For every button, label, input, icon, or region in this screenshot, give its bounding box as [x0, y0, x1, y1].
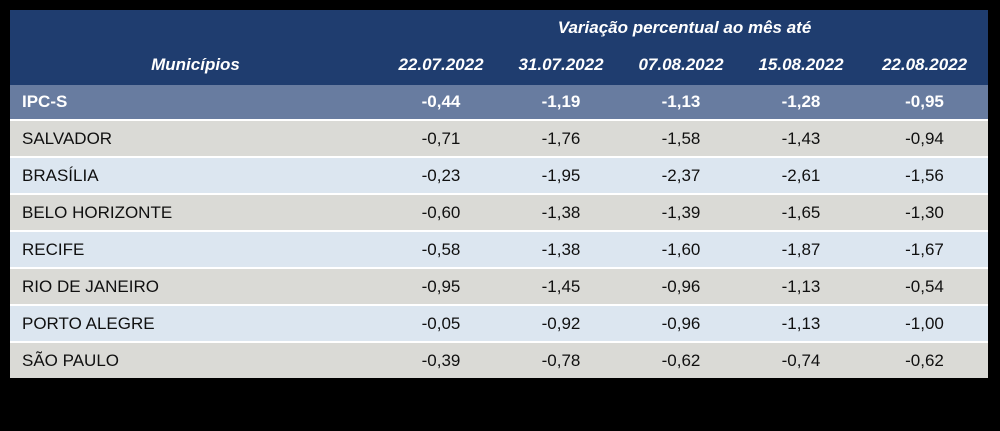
table-row-recife: RECIFE -0,58 -1,38 -1,60 -1,87 -1,67 [10, 230, 989, 268]
col-header-date-5: 22.08.2022 [861, 45, 989, 85]
value-cell: -0,71 [381, 119, 501, 157]
value-cell: -1,39 [621, 193, 741, 231]
value-cell: -2,37 [621, 156, 741, 194]
summary-row-ipcs: IPC-S -0,44 -1,19 -1,13 -1,28 -0,95 [10, 85, 989, 120]
value-cell: -0,23 [381, 156, 501, 194]
value-cell: -1,60 [621, 230, 741, 268]
value-cell: -1,19 [501, 85, 621, 120]
col-header-date-4: 15.08.2022 [741, 45, 861, 85]
value-cell: -0,05 [381, 304, 501, 342]
value-cell: -1,87 [741, 230, 861, 268]
value-cell: -1,28 [741, 85, 861, 120]
row-label: BELO HORIZONTE [10, 193, 381, 231]
table-row-porto-alegre: PORTO ALEGRE -0,05 -0,92 -0,96 -1,13 -1,… [10, 304, 989, 342]
col-header-date-3: 07.08.2022 [621, 45, 741, 85]
row-label: IPC-S [10, 85, 381, 120]
ipc-s-table: Variação percentual ao mês até Município… [10, 10, 989, 378]
row-label: SALVADOR [10, 119, 381, 157]
table-header-columns-row: Municípios 22.07.2022 31.07.2022 07.08.2… [10, 45, 989, 85]
value-cell: -0,96 [621, 267, 741, 305]
value-cell: -0,95 [861, 85, 989, 120]
value-cell: -0,58 [381, 230, 501, 268]
table-row-sao-paulo: SÃO PAULO -0,39 -0,78 -0,62 -0,74 -0,62 [10, 341, 989, 378]
value-cell: -1,76 [501, 119, 621, 157]
value-cell: -1,38 [501, 230, 621, 268]
value-cell: -1,45 [501, 267, 621, 305]
value-cell: -0,94 [861, 119, 989, 157]
col-header-date-1: 22.07.2022 [381, 45, 501, 85]
table-header-title-row: Variação percentual ao mês até [10, 10, 989, 45]
value-cell: -0,92 [501, 304, 621, 342]
header-empty-cell [10, 10, 381, 45]
value-cell: -1,95 [501, 156, 621, 194]
value-cell: -0,60 [381, 193, 501, 231]
value-cell: -0,78 [501, 341, 621, 378]
value-cell: -1,13 [741, 267, 861, 305]
value-cell: -0,96 [621, 304, 741, 342]
value-cell: -0,74 [741, 341, 861, 378]
value-cell: -1,00 [861, 304, 989, 342]
value-cell: -0,95 [381, 267, 501, 305]
value-cell: -0,54 [861, 267, 989, 305]
row-label: RECIFE [10, 230, 381, 268]
value-cell: -1,67 [861, 230, 989, 268]
value-cell: -0,62 [861, 341, 989, 378]
table-row-rio-de-janeiro: RIO DE JANEIRO -0,95 -1,45 -0,96 -1,13 -… [10, 267, 989, 305]
table-title: Variação percentual ao mês até [381, 10, 989, 45]
value-cell: -1,13 [621, 85, 741, 120]
table-row-brasilia: BRASÍLIA -0,23 -1,95 -2,37 -2,61 -1,56 [10, 156, 989, 194]
ipc-s-variation-table: Variação percentual ao mês até Município… [10, 10, 989, 378]
value-cell: -1,56 [861, 156, 989, 194]
row-label: SÃO PAULO [10, 341, 381, 378]
row-label: RIO DE JANEIRO [10, 267, 381, 305]
value-cell: -0,39 [381, 341, 501, 378]
row-label: PORTO ALEGRE [10, 304, 381, 342]
table-row-belo-horizonte: BELO HORIZONTE -0,60 -1,38 -1,39 -1,65 -… [10, 193, 989, 231]
value-cell: -1,30 [861, 193, 989, 231]
col-header-municipios: Municípios [10, 45, 381, 85]
value-cell: -0,44 [381, 85, 501, 120]
value-cell: -1,13 [741, 304, 861, 342]
value-cell: -2,61 [741, 156, 861, 194]
value-cell: -1,65 [741, 193, 861, 231]
value-cell: -1,58 [621, 119, 741, 157]
value-cell: -0,62 [621, 341, 741, 378]
row-label: BRASÍLIA [10, 156, 381, 194]
col-header-date-2: 31.07.2022 [501, 45, 621, 85]
value-cell: -1,43 [741, 119, 861, 157]
value-cell: -1,38 [501, 193, 621, 231]
table-row-salvador: SALVADOR -0,71 -1,76 -1,58 -1,43 -0,94 [10, 119, 989, 157]
